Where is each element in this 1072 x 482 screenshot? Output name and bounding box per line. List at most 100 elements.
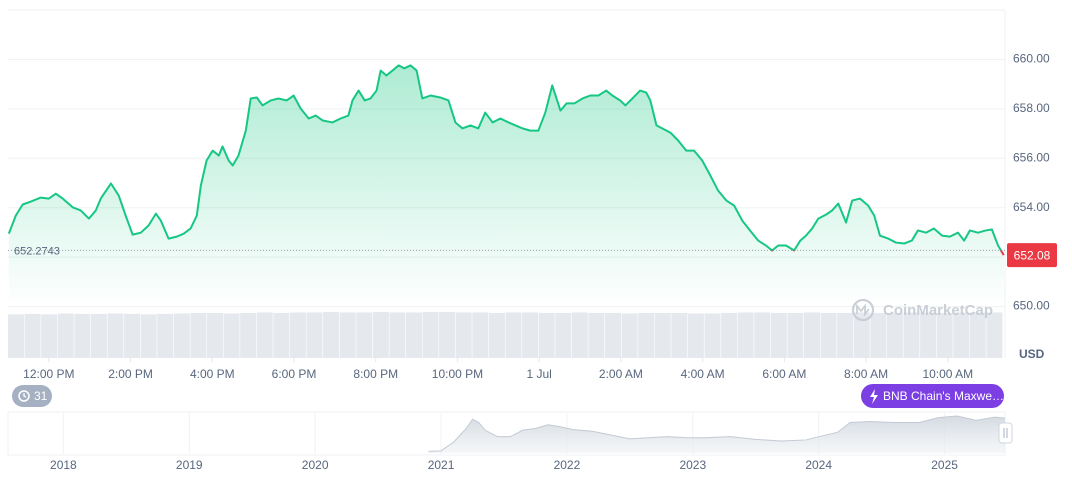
volume-bar (886, 312, 903, 358)
volume-bar (273, 312, 290, 358)
volume-bar (207, 312, 223, 358)
volume-bar (57, 313, 74, 358)
volume-bar (571, 312, 588, 358)
volume-bar (903, 312, 920, 358)
overview-tick-label: 2025 (931, 458, 958, 472)
x-tick-label: 1 Jul (527, 367, 552, 381)
x-tick-label: 2:00 AM (599, 367, 643, 381)
volume-bar (190, 312, 207, 358)
volume-bar (90, 313, 107, 358)
volume-bar (605, 312, 621, 358)
event-badge[interactable]: BNB Chain's Maxwe… (861, 384, 1004, 408)
volume-bar (787, 312, 804, 358)
volume-bar (754, 312, 771, 358)
volume-bar (439, 312, 456, 358)
volume-bar (837, 312, 854, 358)
y-tick-label: 654.00 (1013, 200, 1050, 214)
y-tick-label: 660.00 (1013, 52, 1050, 66)
volume-bar (621, 313, 638, 358)
volume-bar (422, 312, 439, 358)
volume-bar (737, 312, 754, 358)
volume-bar (969, 312, 986, 358)
volume-bar (173, 313, 190, 358)
volume-bar (721, 312, 738, 358)
volume-bar (936, 312, 953, 358)
area-fill (8, 65, 1004, 306)
volume-bar (107, 313, 124, 358)
overview-handle-box[interactable] (998, 422, 1013, 444)
volume-bar (920, 312, 937, 358)
volume-bar (24, 313, 41, 358)
volume-bar (339, 312, 356, 358)
volume-bar (323, 312, 340, 358)
event-badge-bg[interactable] (861, 384, 1004, 408)
overview-tick-label: 2024 (805, 458, 832, 472)
x-tick-label: 10:00 AM (922, 367, 973, 381)
events-badge-bg[interactable] (12, 385, 52, 407)
event-badge-text[interactable]: BNB Chain's Maxwe… (883, 389, 1004, 403)
volume-bar (74, 313, 91, 358)
volume-bar (140, 314, 157, 358)
last-price-label: 652.08 (1014, 248, 1051, 262)
volume-bar (406, 312, 422, 358)
x-tick-label: 6:00 AM (762, 367, 806, 381)
overview-area (428, 416, 1005, 453)
overview-tick-label: 2020 (302, 458, 329, 472)
volume-bar (41, 314, 58, 358)
plot: 652.2743 652.08 (7, 64, 1057, 306)
volume-bar (240, 312, 257, 358)
volume-bar (372, 312, 389, 358)
overview-tick-label: 2018 (50, 458, 77, 472)
volume-bars (8, 312, 1003, 358)
x-tick-label: 6:00 PM (272, 367, 317, 381)
volume-bar (953, 312, 970, 358)
volume-bar (505, 312, 522, 358)
overview-tick-label: 2023 (679, 458, 706, 472)
volume-bar (704, 313, 721, 358)
x-tick-label: 4:00 AM (681, 367, 725, 381)
volume-bar (804, 312, 820, 358)
volume-bar (157, 313, 174, 358)
overview-handle[interactable] (998, 422, 1013, 444)
volume-bar (538, 312, 555, 358)
watermark-text: CoinMarketCap (883, 302, 993, 319)
volume-bar (356, 312, 373, 358)
watermark: CoinMarketCap (851, 298, 993, 322)
volume-bar (870, 312, 887, 358)
reference-label: 652.2743 (14, 245, 60, 257)
volume-bar (256, 312, 273, 358)
volume-bar (853, 312, 870, 358)
volume-bar (654, 312, 671, 358)
last-price-box (1007, 243, 1057, 268)
volume-bar (687, 313, 704, 358)
x-tick-label: 4:00 PM (190, 367, 235, 381)
volume-bar (8, 314, 24, 358)
volume-bar (389, 312, 406, 358)
volume-bar (472, 312, 489, 358)
volume-bar (306, 312, 323, 358)
overview-line (428, 415, 1006, 452)
volume-bar (223, 313, 240, 358)
volume-bar (488, 312, 505, 358)
x-tick-label: 2:00 PM (108, 367, 153, 381)
y-axis-label: USD (1019, 347, 1045, 361)
y-tick-label: 656.00 (1013, 150, 1050, 164)
volume-bar (671, 312, 688, 358)
volume-bar (986, 312, 1003, 358)
volume-bar (522, 312, 539, 358)
events-badge[interactable]: 31 (12, 385, 52, 407)
events-count[interactable]: 31 (34, 389, 48, 403)
overview-tick-label: 2021 (428, 458, 455, 472)
volume-bar (638, 312, 655, 358)
y-tick-label: 650.00 (1013, 299, 1050, 313)
x-tick-label: 8:00 AM (844, 367, 888, 381)
overview: 2018 2019 2020 2021 2022 2023 2024 2025 (50, 413, 1006, 472)
volume-bar (289, 312, 306, 358)
volume-bar (820, 312, 837, 358)
volume-bar (588, 312, 605, 358)
price-line (7, 64, 1005, 256)
volume-bar (770, 312, 787, 358)
overview-tick-label: 2019 (176, 458, 203, 472)
